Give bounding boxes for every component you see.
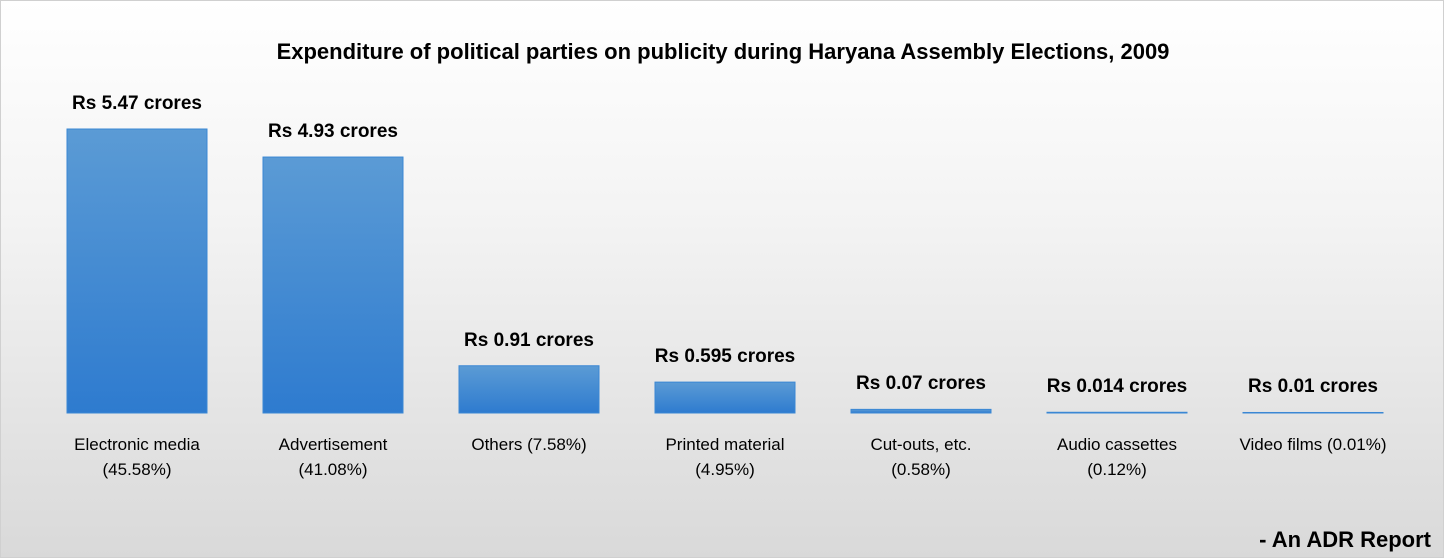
x-tick-label: Video films (0.01%) <box>1239 435 1387 454</box>
value-label: Rs 5.47 crores <box>72 93 202 114</box>
value-label: Rs 0.91 crores <box>464 329 594 351</box>
x-tick-label: Others (7.58%) <box>471 435 587 454</box>
chart-title: Expenditure of political parties on publ… <box>276 39 1170 64</box>
bar <box>1242 411 1384 414</box>
bar <box>850 408 992 414</box>
value-label: Rs 0.595 crores <box>654 346 796 368</box>
value-label: Rs 0.014 crores <box>1046 376 1188 398</box>
bar <box>654 381 796 414</box>
value-label: Rs 0.07 crores <box>856 373 986 395</box>
bar <box>458 365 600 414</box>
value-label: Rs 4.93 crores <box>268 121 398 143</box>
x-tick-label: Printed material (4.95%) <box>665 435 785 479</box>
x-tick-label: Electronic media (45.58%) <box>74 435 200 479</box>
footer: - An ADR Report <box>1259 527 1431 552</box>
bar <box>262 156 404 414</box>
x-tick-label: Audio cassettes (0.12%) <box>1056 435 1177 479</box>
bar <box>1046 411 1188 414</box>
x-tick-label: Cut-outs, etc. (0.58%) <box>870 435 972 479</box>
value-label: Rs 0.01 crores <box>1248 376 1378 398</box>
x-tick-label: Advertisement (41.08%) <box>278 435 388 479</box>
bar <box>66 128 208 414</box>
